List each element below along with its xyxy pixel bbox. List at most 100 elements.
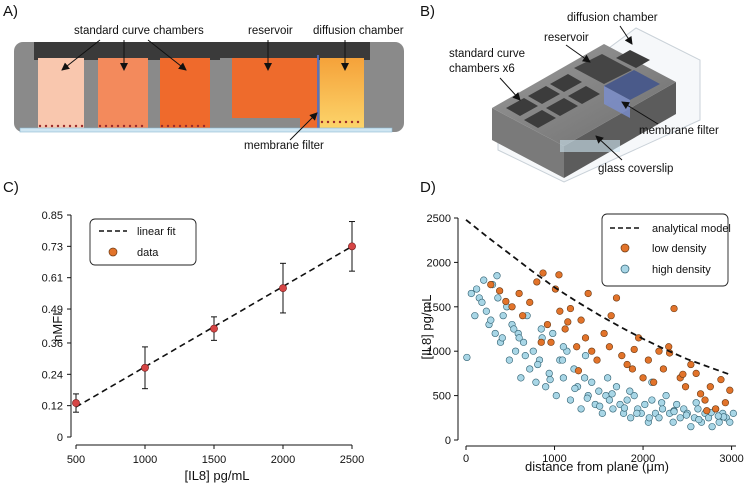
high-density-point <box>571 384 579 393</box>
high-density-point <box>714 412 722 420</box>
high-density-point <box>552 392 560 400</box>
chart-c-plot <box>72 221 356 413</box>
high-density-point <box>515 334 523 342</box>
high-density-point <box>532 378 540 386</box>
cell-dot <box>110 124 114 128</box>
cell-dot <box>166 124 170 128</box>
linear-fit-line <box>75 245 353 408</box>
panel-b-label: B) <box>420 3 435 20</box>
chart-c-y-tick-label: 0.73 <box>42 241 63 253</box>
low-density-point <box>561 325 569 333</box>
cell-dot <box>38 124 42 128</box>
cell-dot <box>56 124 60 128</box>
high-density-point <box>626 387 634 395</box>
low-density-point <box>703 407 711 415</box>
high-density-point <box>655 414 663 422</box>
low-density-point <box>687 360 695 369</box>
low-density-point <box>593 356 601 364</box>
high-density-point <box>493 272 501 280</box>
high-density-point <box>715 418 723 426</box>
low-density-point <box>679 370 687 378</box>
chart-c-y-tick-label: 0.61 <box>42 273 63 285</box>
low-density-point <box>547 338 555 346</box>
high-density-point <box>519 338 528 346</box>
annotation-membrane-filter: membrane filter <box>244 140 324 152</box>
panel-a-label: A) <box>3 3 18 20</box>
cell-dot <box>338 120 342 124</box>
chart-d-x-tick-label: 2000 <box>631 453 655 465</box>
high-density-point <box>658 405 667 413</box>
high-density-point <box>627 414 635 422</box>
high-density-point <box>645 414 653 422</box>
low-density-point <box>681 383 690 391</box>
chart-d-xlabel: distance from plane (μm) <box>525 459 669 474</box>
chart-d-plot <box>463 219 737 431</box>
low-density-point <box>515 289 523 298</box>
low-density-point <box>717 376 725 384</box>
high-density-point <box>695 415 703 424</box>
panel-c-label: C) <box>3 179 19 196</box>
high-density-point <box>595 387 603 395</box>
cell-dot <box>184 124 188 128</box>
arrow-b-diffusion <box>619 25 633 45</box>
cell-dot <box>350 120 354 124</box>
cell-dot <box>320 120 324 124</box>
high-density-point <box>596 402 604 410</box>
high-density-point <box>694 405 702 413</box>
high-density-point <box>676 414 684 422</box>
chart-c-legend: linear fit data <box>89 218 197 266</box>
chart-c-y-tick-label: 0.85 <box>42 210 63 222</box>
high-density-point <box>463 353 471 362</box>
chart-c-y-tick-label: 0.36 <box>42 338 63 350</box>
reservoir-ledge <box>220 58 300 128</box>
high-density-point <box>604 374 612 382</box>
high-density-point <box>577 405 585 413</box>
diffusion-chamber <box>320 58 364 128</box>
cell-dot <box>80 124 84 128</box>
cell-dot <box>122 124 126 128</box>
legend-linear-fit-label: linear fit <box>137 226 176 238</box>
high-density-point <box>729 409 737 417</box>
cell-dot <box>116 124 120 128</box>
low-density-point <box>692 369 700 378</box>
high-density-point <box>491 329 499 338</box>
cell-dot <box>50 124 54 128</box>
chart-d-y-tick-label: 2000 <box>427 257 451 269</box>
high-density-point <box>662 392 670 400</box>
low-density-point <box>600 329 608 338</box>
high-density-point <box>471 312 479 320</box>
cell-dot <box>178 124 182 128</box>
cell-dots <box>38 120 360 128</box>
chart-c-y-tick-label: 0.24 <box>42 369 63 381</box>
low-density-point <box>496 287 504 295</box>
annotation-reservoir: reservoir <box>248 25 293 37</box>
arrow-membrane-filter <box>289 112 318 141</box>
low-density-point <box>726 386 734 394</box>
low-density-point <box>607 312 615 320</box>
low-density-point <box>537 338 545 346</box>
cell-dot <box>202 124 206 128</box>
high-density-point <box>620 404 629 412</box>
chart-c-x-tick-label: 2000 <box>271 454 295 466</box>
high-density-point <box>633 409 641 417</box>
high-density-point <box>673 400 681 409</box>
standard-curve-chamber-2 <box>98 58 148 128</box>
high-density-point <box>669 418 677 426</box>
annotation-b-standard-curve: standard curve <box>449 48 525 60</box>
reservoir-chamber <box>220 58 318 128</box>
legend-data-swatch <box>108 247 118 257</box>
low-density-point <box>566 304 575 313</box>
glass-bottom <box>19 127 393 133</box>
high-density-point <box>549 329 557 338</box>
high-density-point <box>526 365 534 373</box>
high-density-point <box>641 400 649 409</box>
high-density-point <box>494 294 502 302</box>
chart-c-axes: 0 0.12 0.24 0.36 0.49 0.61 0.73 0.85 500 1000 1500… <box>42 210 365 466</box>
low-density-point <box>577 316 585 324</box>
low-density-point <box>564 318 572 326</box>
high-density-point <box>605 396 614 404</box>
cell-dot <box>332 120 336 124</box>
high-density-point <box>534 360 542 369</box>
high-density-point <box>478 298 486 306</box>
